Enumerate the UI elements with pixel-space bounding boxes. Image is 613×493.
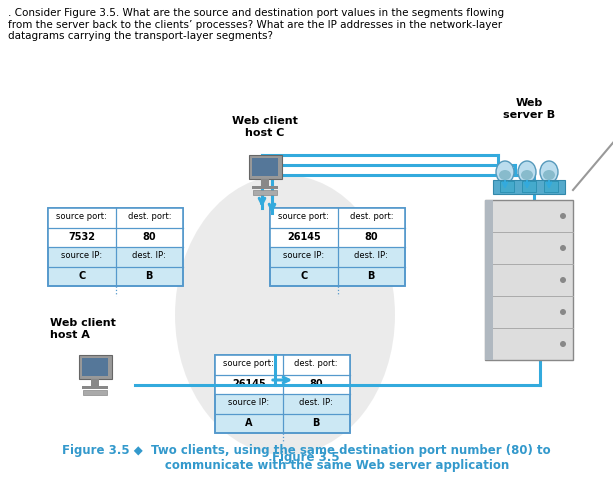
Text: source port:: source port: bbox=[278, 212, 329, 221]
Text: A: A bbox=[245, 418, 253, 428]
Circle shape bbox=[560, 309, 566, 315]
Bar bbox=[270, 208, 405, 286]
Text: source IP:: source IP: bbox=[61, 251, 102, 260]
Bar bbox=[522, 181, 536, 192]
Text: dest. IP:: dest. IP: bbox=[354, 251, 388, 260]
Bar bbox=[78, 355, 112, 379]
Ellipse shape bbox=[543, 170, 555, 180]
Text: Web
server B: Web server B bbox=[503, 99, 555, 120]
Circle shape bbox=[560, 277, 566, 283]
Ellipse shape bbox=[540, 161, 558, 183]
Bar bbox=[261, 179, 269, 186]
Bar bbox=[252, 186, 278, 189]
Text: source port:: source port: bbox=[223, 359, 274, 368]
Text: 80: 80 bbox=[365, 232, 378, 242]
Text: Web client
host C: Web client host C bbox=[232, 116, 298, 138]
Bar bbox=[500, 181, 514, 192]
Text: source IP:: source IP: bbox=[228, 398, 269, 407]
Text: dest. port:: dest. port: bbox=[349, 212, 393, 221]
Bar bbox=[91, 379, 99, 386]
Bar bbox=[485, 200, 493, 360]
Bar bbox=[82, 386, 109, 389]
Ellipse shape bbox=[175, 175, 395, 455]
Text: Figure 3.5 ◆  Two clients, using the same destination port number (80) to
      : Figure 3.5 ◆ Two clients, using the same… bbox=[62, 444, 550, 472]
Bar bbox=[248, 155, 281, 179]
Text: Figure 3.5: Figure 3.5 bbox=[272, 452, 340, 464]
Bar bbox=[252, 158, 278, 176]
Text: dest. IP:: dest. IP: bbox=[132, 251, 166, 260]
Ellipse shape bbox=[499, 170, 511, 180]
Bar bbox=[485, 200, 573, 360]
Text: 26145: 26145 bbox=[287, 232, 321, 242]
Text: 26145: 26145 bbox=[232, 379, 265, 389]
Bar bbox=[82, 358, 109, 376]
Circle shape bbox=[560, 213, 566, 219]
Text: dest. IP:: dest. IP: bbox=[299, 398, 333, 407]
Bar bbox=[215, 355, 350, 433]
Text: B: B bbox=[313, 418, 320, 428]
Bar bbox=[48, 208, 183, 286]
Text: 80: 80 bbox=[310, 379, 323, 389]
Text: C: C bbox=[78, 271, 85, 281]
Ellipse shape bbox=[518, 161, 536, 183]
Bar bbox=[270, 208, 405, 286]
Bar bbox=[544, 181, 558, 192]
Bar bbox=[493, 180, 565, 194]
Text: B: B bbox=[145, 271, 153, 281]
Circle shape bbox=[560, 341, 566, 347]
Ellipse shape bbox=[521, 170, 533, 180]
Text: dest. port:: dest. port: bbox=[128, 212, 171, 221]
Bar bbox=[83, 390, 107, 395]
Text: C: C bbox=[300, 271, 307, 281]
Text: Web client
host A: Web client host A bbox=[50, 318, 116, 340]
Text: source IP:: source IP: bbox=[283, 251, 324, 260]
Bar bbox=[270, 208, 405, 247]
Bar bbox=[215, 355, 350, 394]
Text: 80: 80 bbox=[142, 232, 156, 242]
Text: source port:: source port: bbox=[56, 212, 107, 221]
Bar bbox=[215, 355, 350, 433]
Text: 7532: 7532 bbox=[68, 232, 95, 242]
Text: . Consider Figure 3.5. What are the source and destination port values in the se: . Consider Figure 3.5. What are the sour… bbox=[8, 8, 504, 41]
Bar bbox=[48, 208, 183, 286]
Bar bbox=[48, 208, 183, 247]
Text: dest. port:: dest. port: bbox=[294, 359, 338, 368]
Circle shape bbox=[560, 245, 566, 251]
Bar bbox=[253, 190, 277, 195]
Ellipse shape bbox=[496, 161, 514, 183]
Text: B: B bbox=[368, 271, 375, 281]
